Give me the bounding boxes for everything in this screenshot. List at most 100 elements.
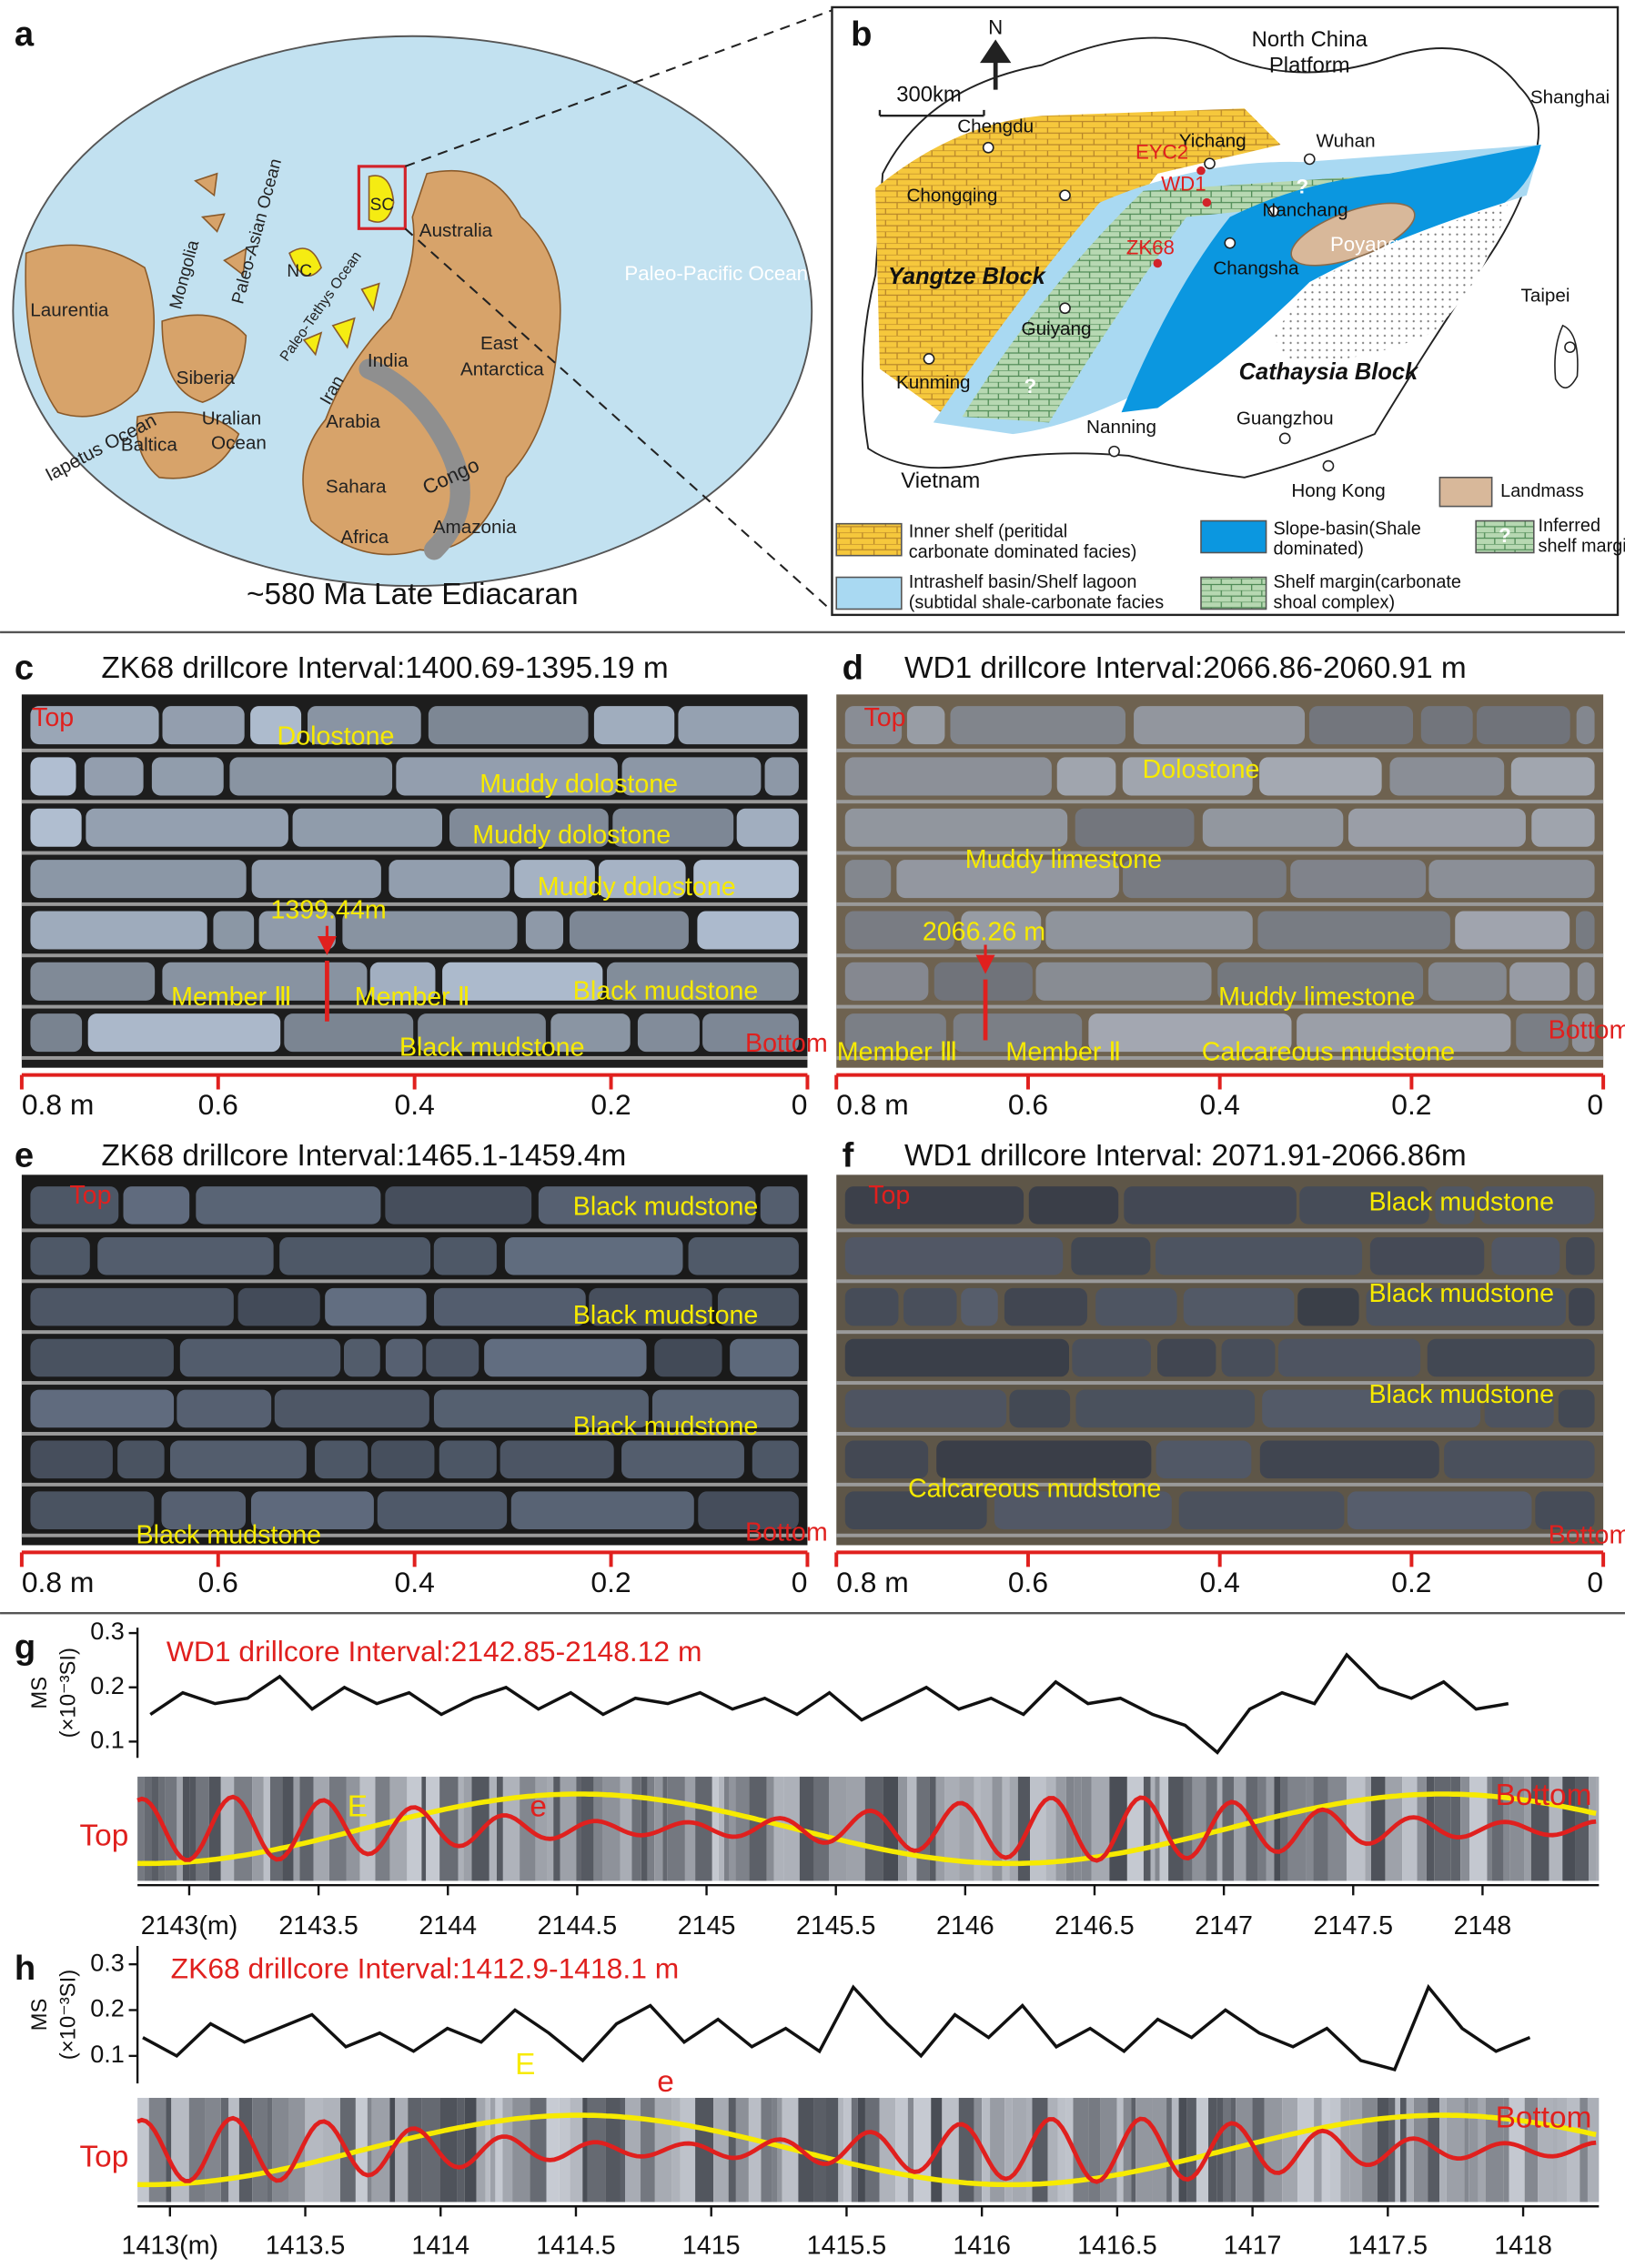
core-segment [377, 1491, 508, 1529]
core-segment [1347, 1491, 1532, 1529]
panel-label: d [843, 648, 863, 687]
core-segment [752, 1440, 799, 1479]
x-tick-label: 1418 [1494, 2231, 1552, 2260]
core-segment [1576, 911, 1595, 950]
tray-divider [21, 1004, 808, 1009]
core-strip [547, 1776, 554, 1881]
core-strip [1246, 1776, 1258, 1881]
core-strip [907, 1776, 917, 1881]
core-strip [958, 2097, 974, 2202]
core-strip [1417, 1776, 1427, 1881]
core-segment [1484, 1389, 1554, 1428]
core-strip [1135, 2097, 1153, 2202]
uncertain-mark: ? [1297, 176, 1309, 198]
core-segment [162, 706, 245, 745]
core-segment [30, 1338, 174, 1377]
core-strip [641, 2097, 655, 2202]
tray-divider [21, 748, 808, 752]
region-label: Uralian [202, 408, 261, 429]
core-strip [177, 1776, 183, 1881]
x-tick-label: 1413(m) [122, 2231, 219, 2260]
core-strip [680, 2097, 696, 2202]
cycle-curve [136, 2115, 1597, 2184]
core-strip [375, 1776, 390, 1881]
core-segment [1157, 1338, 1216, 1377]
core-strip [1349, 2097, 1363, 2202]
core-strip [857, 2097, 865, 2202]
core-segment [1571, 1013, 1595, 1053]
core-strip [328, 1776, 347, 1881]
core-annotation: Muddy dolostone [479, 770, 678, 799]
tray-divider [21, 851, 808, 855]
core-strip [1171, 2097, 1179, 2202]
core-segment [177, 1389, 272, 1428]
core-strip [620, 1776, 632, 1881]
core-segment [637, 1013, 700, 1053]
scale-label: 0.8 m [836, 1088, 909, 1121]
core-segment [612, 808, 734, 847]
core-strip [395, 2097, 409, 2202]
core-strip [234, 1776, 253, 1881]
core-strip [269, 1776, 283, 1881]
core-strip [772, 2097, 778, 2202]
core-annotation: Bottom [1549, 1520, 1625, 1549]
core-strip [735, 1776, 750, 1881]
core-segment [343, 1338, 380, 1377]
core-strip [777, 2097, 782, 2202]
y-axis-label: MS [27, 1999, 52, 2031]
core-segment [1124, 1186, 1297, 1225]
core-segment [844, 860, 892, 899]
boundary-arrow [317, 925, 337, 955]
core-segment [598, 860, 686, 899]
core-strip [1413, 2097, 1428, 2202]
legend-label: Inner shelf (peritidal [909, 521, 1067, 541]
core-strip [1002, 1776, 1010, 1881]
core-strip [1055, 1776, 1066, 1881]
core-segment [1491, 1236, 1560, 1275]
core-segment [961, 911, 1042, 950]
core-segment [30, 962, 156, 1001]
core-strip [1186, 2097, 1196, 2202]
core-strip [713, 2097, 729, 2202]
core-strip [553, 1776, 560, 1881]
y-tick-label: 0.2 [90, 1995, 125, 2022]
legend-label: shelf margin [1539, 536, 1625, 556]
chart-title: ZK68 drillcore Interval:1412.9-1418.1 m [171, 1951, 680, 1984]
core-segment [1389, 757, 1505, 796]
x-tick-label: 2143.5 [278, 1911, 358, 1940]
core-annotation: Member Ⅱ [1005, 1037, 1121, 1066]
region-label: Siberia [177, 368, 236, 388]
core-strip [1552, 2097, 1558, 2202]
scale-label: 0.8 m [22, 1088, 95, 1121]
core-segment [844, 1440, 929, 1479]
core-strip [463, 1776, 472, 1881]
core-strip [439, 1776, 459, 1881]
core-strip [559, 2097, 570, 2202]
core-strip [158, 1776, 166, 1881]
core-annotation: Calcareous mudstone [1202, 1037, 1455, 1066]
core-strip [485, 2097, 490, 2202]
core-strip [1131, 2097, 1136, 2202]
core-segment [30, 1236, 90, 1275]
scale-label: 0.6 [198, 1566, 238, 1598]
core-annotation: Muddy dolostone [472, 821, 671, 850]
core-strip [1282, 2097, 1298, 2202]
core-segment [1428, 860, 1595, 899]
core-strip [313, 1776, 329, 1881]
core-strip [1065, 2097, 1074, 2202]
core-strip [293, 1776, 300, 1881]
core-strip [864, 2097, 880, 2202]
core-segment [274, 1389, 429, 1428]
core-strip [846, 1776, 865, 1881]
core-strip [1314, 2097, 1322, 2202]
core-strip [1503, 2097, 1509, 2202]
core-segment [342, 911, 518, 950]
place-label: Shanghai [1530, 87, 1610, 108]
core-strip [408, 2097, 422, 2202]
core-strip [1166, 2097, 1172, 2202]
core-segment [250, 706, 302, 745]
place-label: Yichang [1179, 130, 1247, 151]
core-annotation: Black mudstone [573, 977, 759, 1006]
core-strip [813, 2097, 826, 2202]
region-label: Laurentia [30, 299, 109, 320]
